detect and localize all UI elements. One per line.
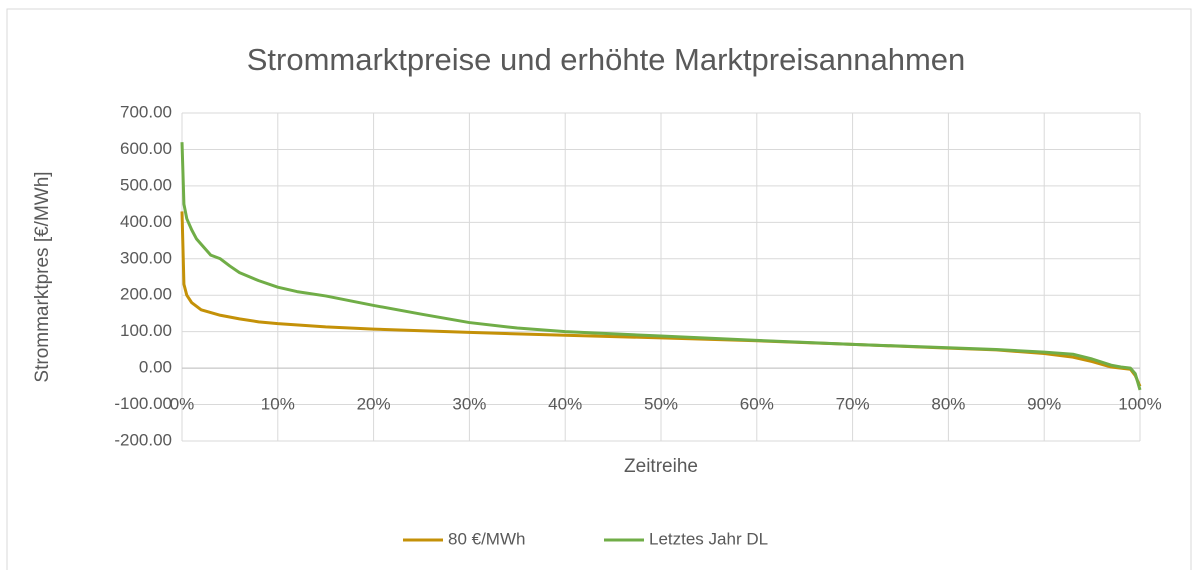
y-tick-label: 0.00 <box>139 358 172 377</box>
x-tick-label: 0% <box>170 395 195 414</box>
chart-border <box>6 8 1192 575</box>
x-tick-label: 80% <box>931 395 965 414</box>
x-tick-label: 20% <box>357 395 391 414</box>
x-tick-label: 30% <box>452 395 486 414</box>
x-tick-label: 50% <box>644 395 678 414</box>
y-axis-title: Strommarktpres [€/MWh] <box>32 171 53 382</box>
y-tick-label: -100.00 <box>114 394 172 413</box>
y-tick-label: 600.00 <box>120 139 172 158</box>
legend-label: Letztes Jahr DL <box>649 529 768 548</box>
x-axis-title: Zeitreihe <box>624 456 698 477</box>
x-tick-label: 10% <box>261 395 295 414</box>
series-line <box>180 142 1142 391</box>
x-tick-label: 70% <box>836 395 870 414</box>
y-tick-label: 200.00 <box>120 285 172 304</box>
y-tick-label: -200.00 <box>114 430 172 449</box>
series-line <box>180 211 1142 387</box>
y-tick-label: 500.00 <box>120 175 172 194</box>
y-tick-label: 300.00 <box>120 248 172 267</box>
y-tick-label: 700.00 <box>120 102 172 121</box>
x-tick-label: 100% <box>1118 395 1161 414</box>
x-tick-label: 40% <box>548 395 582 414</box>
x-tick-label: 90% <box>1027 395 1061 414</box>
x-tick-label: 60% <box>740 395 774 414</box>
legend-label: 80 €/MWh <box>448 529 525 548</box>
y-tick-label: 100.00 <box>120 321 172 340</box>
chart-title: Strommarktpreise und erhöhte Marktpreisa… <box>247 42 966 77</box>
y-tick-label: 400.00 <box>120 212 172 231</box>
